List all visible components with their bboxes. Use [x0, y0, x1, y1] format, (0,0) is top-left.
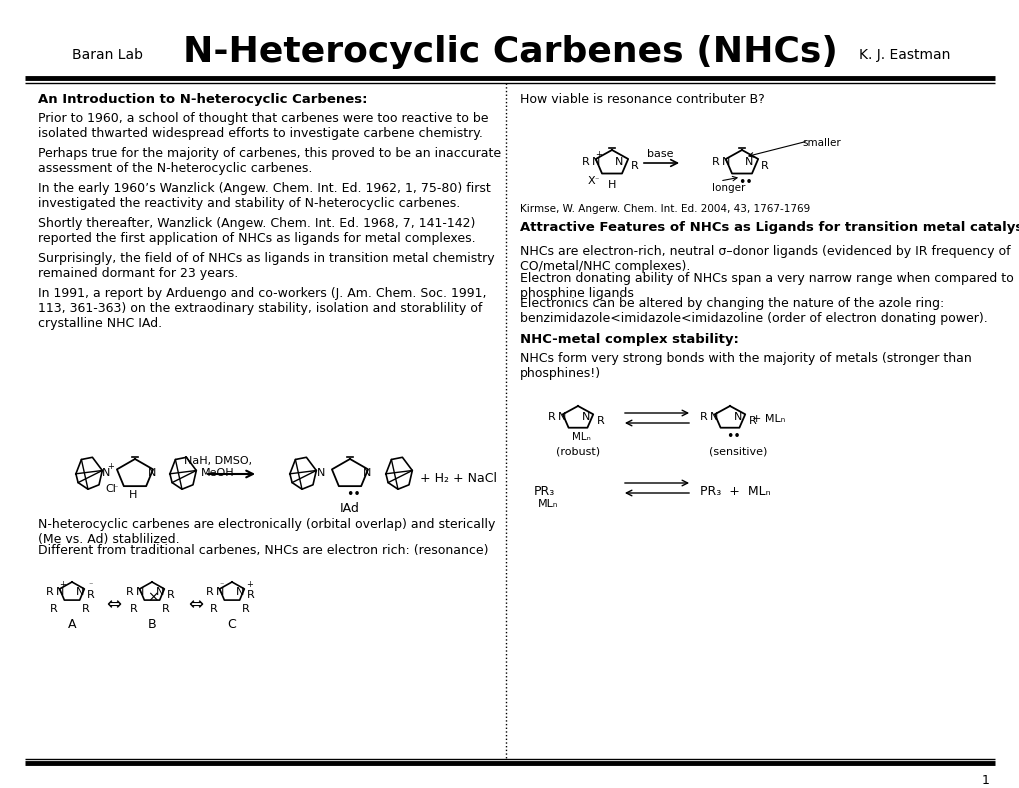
Text: PR₃: PR₃	[534, 485, 554, 498]
Text: NHCs form very strong bonds with the majority of metals (stronger than
phosphine: NHCs form very strong bonds with the maj…	[520, 352, 971, 380]
Text: N-heterocyclic carbenes are electronically (orbital overlap) and sterically
(Me : N-heterocyclic carbenes are electronical…	[38, 518, 495, 546]
Text: N: N	[744, 157, 753, 167]
Text: N: N	[721, 157, 730, 167]
Text: N: N	[148, 468, 156, 478]
Text: +: +	[107, 462, 114, 471]
Text: R: R	[46, 587, 54, 597]
Text: R: R	[162, 604, 169, 614]
Text: K. J. Eastman: K. J. Eastman	[858, 48, 949, 62]
Text: PR₃  +  MLₙ: PR₃ + MLₙ	[699, 485, 770, 498]
Text: ⁻: ⁻	[88, 580, 93, 589]
Text: In the early 1960’s Wanzlick (Angew. Chem. Int. Ed. 1962, 1, 75-80) first
invest: In the early 1960’s Wanzlick (Angew. Che…	[38, 182, 490, 210]
Text: N: N	[363, 468, 371, 478]
Text: Surprisingly, the field of of NHCs as ligands in transition metal chemistry
rema: Surprisingly, the field of of NHCs as li…	[38, 252, 494, 280]
Text: Baran Lab: Baran Lab	[72, 48, 143, 62]
Text: H: H	[607, 180, 615, 190]
Text: R: R	[242, 604, 250, 614]
Text: ×: ×	[147, 590, 159, 604]
Text: N: N	[709, 412, 717, 422]
Text: R: R	[210, 604, 217, 614]
Text: Electronics can be altered by changing the nature of the azole ring:
benzimidazo: Electronics can be altered by changing t…	[520, 297, 986, 325]
Text: N: N	[557, 412, 566, 422]
Text: Different from traditional carbenes, NHCs are electron rich: (resonance): Different from traditional carbenes, NHC…	[38, 544, 488, 557]
Text: Shortly thereafter, Wanzlick (Angew. Chem. Int. Ed. 1968, 7, 141-142)
reported t: Shortly thereafter, Wanzlick (Angew. Che…	[38, 217, 475, 245]
Text: N: N	[235, 587, 245, 597]
Text: R: R	[582, 157, 589, 167]
Text: R: R	[126, 587, 133, 597]
Text: R: R	[748, 416, 756, 426]
Text: NaH, DMSO,
MeOH: NaH, DMSO, MeOH	[183, 456, 252, 478]
Text: MLₙ: MLₙ	[572, 432, 590, 442]
Text: +: +	[594, 150, 601, 159]
Text: NHC-metal complex stability:: NHC-metal complex stability:	[520, 333, 738, 346]
Text: In 1991, a report by Arduengo and co-workers (J. Am. Chem. Soc. 1991,
113, 361-3: In 1991, a report by Arduengo and co-wor…	[38, 287, 486, 330]
Text: R: R	[50, 604, 58, 614]
Text: Kirmse, W. Angerw. Chem. Int. Ed. 2004, 43, 1767-1769: Kirmse, W. Angerw. Chem. Int. Ed. 2004, …	[520, 204, 809, 214]
Text: Perhaps true for the majority of carbenes, this proved to be an inaccurate
asses: Perhaps true for the majority of carbene…	[38, 147, 500, 175]
Text: longer: longer	[711, 183, 745, 193]
Text: R: R	[631, 161, 638, 171]
Text: N: N	[136, 587, 145, 597]
Text: MLₙ: MLₙ	[537, 499, 557, 509]
Text: ••: ••	[345, 488, 361, 501]
Text: smaller: smaller	[801, 138, 840, 148]
Text: R: R	[247, 590, 255, 600]
Text: +: +	[246, 580, 253, 589]
Text: R: R	[596, 416, 604, 426]
Text: base: base	[646, 149, 673, 159]
Text: N-Heterocyclic Carbenes (NHCs): N-Heterocyclic Carbenes (NHCs)	[182, 35, 837, 69]
Text: N: N	[156, 587, 164, 597]
Text: N: N	[317, 468, 325, 478]
Text: A: A	[67, 618, 76, 631]
Text: (robust): (robust)	[555, 446, 599, 456]
Text: + MLₙ: + MLₙ	[751, 414, 785, 424]
Text: R: R	[547, 412, 555, 422]
Text: N: N	[614, 157, 623, 167]
Text: IAd: IAd	[339, 502, 360, 515]
Text: Cl: Cl	[105, 484, 116, 494]
Text: R: R	[129, 604, 138, 614]
Text: ⇔: ⇔	[106, 596, 121, 614]
Text: N: N	[56, 587, 64, 597]
Text: R: R	[760, 161, 768, 171]
Text: + H₂ + NaCl: + H₂ + NaCl	[420, 472, 496, 485]
Text: N: N	[76, 587, 85, 597]
Text: R: R	[206, 587, 214, 597]
Text: Electron donating ability of NHCs span a very narrow range when compared to
phos: Electron donating ability of NHCs span a…	[520, 272, 1013, 300]
Text: ⁻: ⁻	[113, 483, 117, 492]
Text: R: R	[82, 604, 90, 614]
Text: ⁻: ⁻	[593, 175, 598, 184]
Text: N: N	[591, 157, 600, 167]
Text: R: R	[711, 157, 719, 167]
Text: How viable is resonance contributer B?: How viable is resonance contributer B?	[520, 93, 764, 106]
Text: An Introduction to N-heterocyclic Carbenes:: An Introduction to N-heterocyclic Carben…	[38, 93, 367, 106]
Text: R: R	[699, 412, 707, 422]
Text: ••: ••	[726, 430, 740, 443]
Text: Attractive Features of NHCs as Ligands for transition metal catalysts:: Attractive Features of NHCs as Ligands f…	[520, 221, 1019, 234]
Text: H: H	[128, 490, 138, 500]
Text: NHCs are electron-rich, neutral σ–donor ligands (evidenced by IR frequency of
CO: NHCs are electron-rich, neutral σ–donor …	[520, 245, 1010, 273]
Text: ⇔: ⇔	[187, 596, 203, 614]
Text: ••: ••	[738, 176, 752, 189]
Text: N: N	[102, 468, 110, 478]
Text: X: X	[587, 176, 595, 186]
Text: +: +	[59, 580, 66, 589]
Text: R: R	[167, 590, 174, 600]
Text: Prior to 1960, a school of thought that carbenes were too reactive to be
isolate: Prior to 1960, a school of thought that …	[38, 112, 488, 140]
Text: 1: 1	[981, 774, 989, 787]
Text: (sensitive): (sensitive)	[708, 446, 766, 456]
Text: B: B	[148, 618, 156, 631]
Text: ⁻: ⁻	[219, 580, 223, 589]
Text: N: N	[216, 587, 224, 597]
Text: N: N	[582, 412, 590, 422]
Text: C: C	[227, 618, 236, 631]
Text: N: N	[734, 412, 742, 422]
Text: R: R	[87, 590, 95, 600]
